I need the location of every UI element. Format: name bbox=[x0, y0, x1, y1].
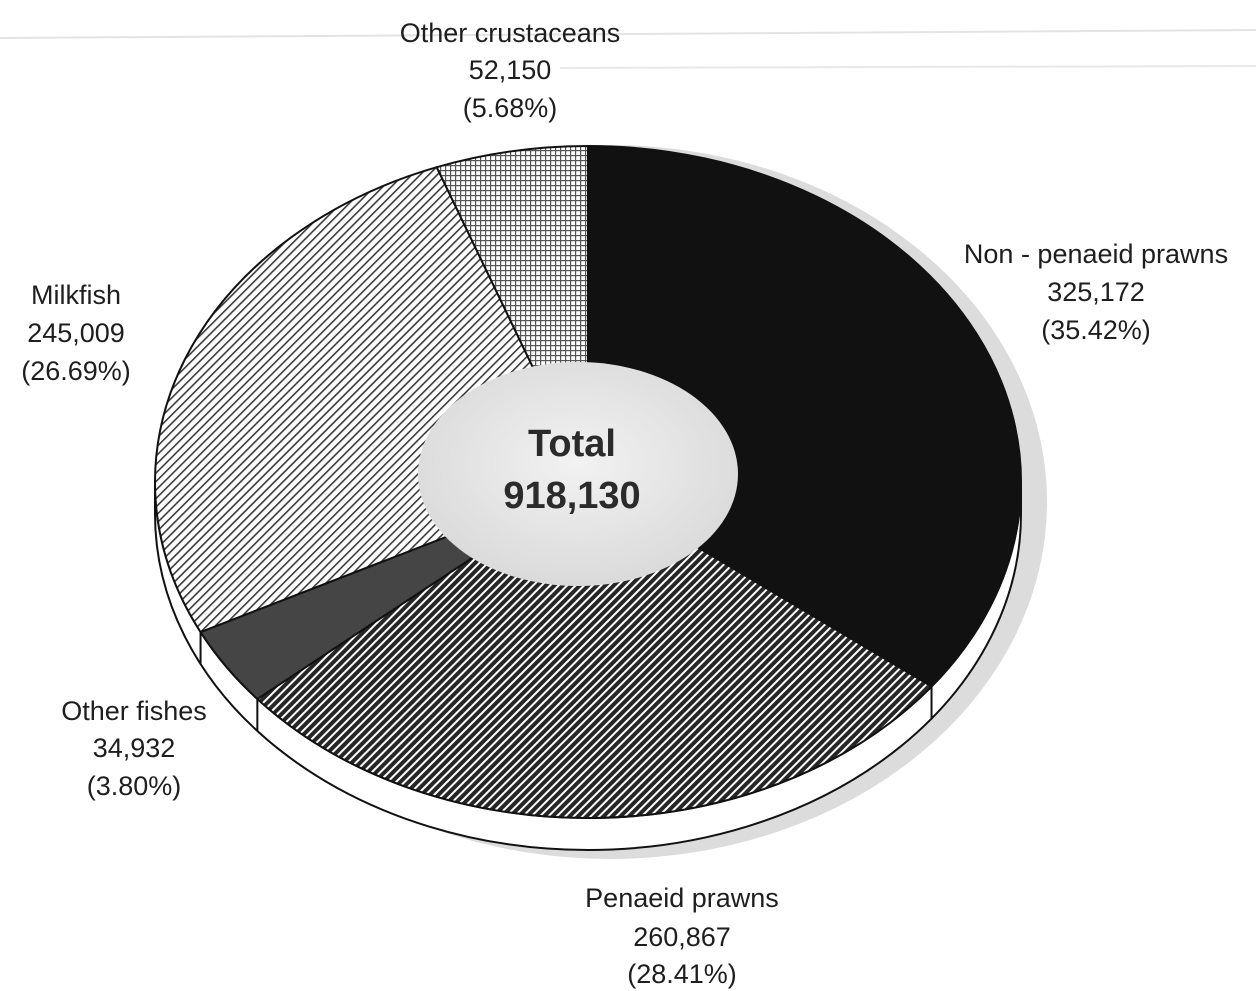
slice-percent: (28.41%) bbox=[627, 959, 737, 989]
slice-percent: (35.42%) bbox=[1041, 315, 1151, 345]
background-rule bbox=[559, 65, 1256, 69]
center-total-value: 918,130 bbox=[503, 475, 640, 517]
slice-label-penaeid-prawns: Penaeid prawns 260,867 (28.41%) bbox=[585, 883, 779, 989]
background-rule bbox=[0, 29, 1256, 39]
slice-label-other-crustaceans: Other crustaceans 52,150 (5.68%) bbox=[400, 18, 621, 123]
slice-label-other-fishes: Other fishes 34,932 (3.80%) bbox=[61, 696, 207, 801]
slice-name: Non - penaeid prawns bbox=[964, 239, 1228, 269]
slice-label-milkfish: Milkfish 245,009 (26.69%) bbox=[21, 280, 131, 386]
slice-percent: (5.68%) bbox=[463, 93, 558, 123]
slice-name: Other crustaceans bbox=[400, 18, 621, 48]
slice-name: Penaeid prawns bbox=[585, 883, 779, 913]
center-hole bbox=[418, 362, 738, 586]
slice-value: 52,150 bbox=[469, 55, 552, 85]
slice-label-non-penaeid-prawns: Non - penaeid prawns 325,172 (35.42%) bbox=[964, 239, 1228, 345]
pie-slice-non-penaeid-prawns bbox=[587, 145, 1022, 688]
slice-percent: (3.80%) bbox=[87, 771, 182, 801]
slice-percent: (26.69%) bbox=[21, 356, 131, 386]
center-total-title: Total bbox=[528, 423, 616, 465]
slice-name: Milkfish bbox=[31, 280, 121, 310]
slice-value: 245,009 bbox=[27, 318, 125, 348]
slice-name: Other fishes bbox=[61, 696, 207, 726]
slice-value: 34,932 bbox=[93, 733, 176, 763]
slice-value: 325,172 bbox=[1047, 277, 1145, 307]
pie-slice-penaeid-prawns bbox=[256, 481, 933, 819]
slice-value: 260,867 bbox=[633, 922, 731, 952]
